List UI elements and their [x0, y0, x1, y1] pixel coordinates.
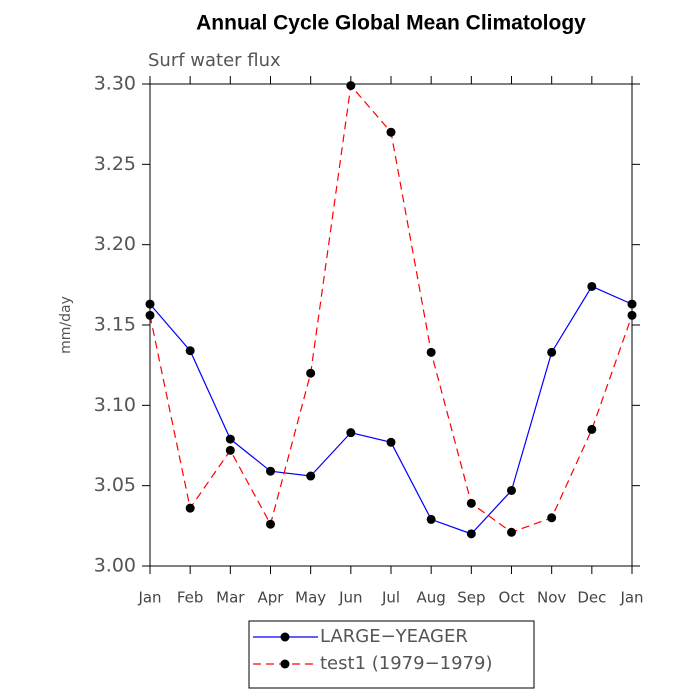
x-tick-label: Oct [499, 589, 525, 607]
data-point [145, 299, 155, 309]
series-line [149, 285, 633, 535]
y-tick-label: 3.10 [94, 394, 136, 416]
data-point [466, 529, 476, 539]
data-point [547, 347, 557, 357]
data-point [266, 466, 275, 476]
y-tick-label: 3.25 [94, 153, 136, 175]
data-point [185, 346, 195, 356]
data-point [587, 281, 597, 291]
legend-box [248, 620, 535, 689]
data-point [386, 127, 396, 137]
subtitle: Surf water flux [148, 50, 281, 71]
x-tick-label: Mar [216, 589, 245, 607]
series-line [149, 84, 633, 533]
legend-label: test1 (1979−1979) [320, 653, 493, 674]
data-point [426, 347, 436, 357]
data-point [306, 368, 316, 378]
data-point [426, 514, 436, 524]
data-point [346, 428, 356, 438]
data-point [225, 434, 235, 444]
x-tick-label: Aug [417, 589, 446, 607]
data-point [266, 519, 275, 529]
data-point [547, 513, 557, 523]
data-point [346, 81, 356, 91]
x-tick-label: Feb [177, 589, 204, 607]
plot-frame [149, 83, 633, 567]
x-tick-label: Jun [338, 589, 362, 607]
legend-marker [280, 632, 290, 642]
data-point [185, 503, 195, 513]
y-axis-label: mm/day [58, 296, 74, 354]
data-point [627, 299, 637, 309]
legend-label: LARGE−YEAGER [320, 626, 468, 647]
x-tick-label: Dec [577, 589, 606, 607]
chart-title: Annual Cycle Global Mean Climatology [196, 12, 586, 35]
data-point [587, 424, 597, 434]
y-tick-label: 3.05 [94, 474, 136, 496]
y-tick-label: 3.20 [94, 233, 136, 255]
y-tick-label: 3.15 [94, 314, 136, 336]
x-tick-label: Jan [137, 589, 161, 607]
data-point [466, 498, 476, 508]
x-tick-label: Nov [537, 589, 566, 607]
data-point [507, 527, 516, 537]
data-point [225, 445, 235, 455]
data-point [507, 485, 516, 495]
y-tick-label: 3.30 [94, 73, 136, 95]
x-tick-label: Apr [258, 589, 285, 607]
y-tick-label: 3.00 [94, 555, 136, 577]
data-point [627, 310, 637, 320]
data-point [306, 471, 316, 481]
x-tick-label: May [295, 589, 326, 607]
x-tick-label: Jul [381, 589, 400, 607]
x-tick-label: Jan [619, 589, 643, 607]
legend-marker [280, 659, 290, 669]
data-point [386, 437, 396, 447]
x-tick-label: Sep [457, 589, 485, 607]
data-point [145, 310, 155, 320]
